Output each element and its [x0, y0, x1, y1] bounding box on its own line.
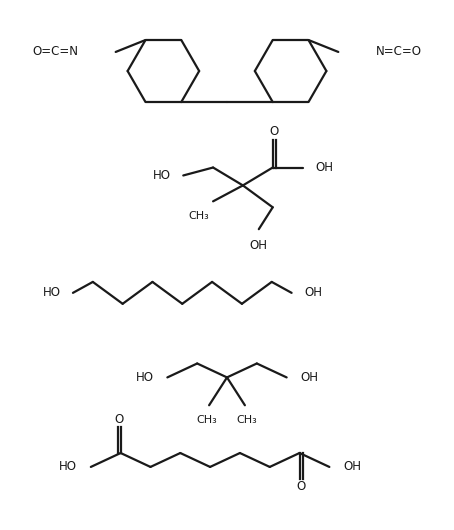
Text: OH: OH — [316, 161, 333, 174]
Text: N=C=O: N=C=O — [376, 46, 422, 58]
Text: O: O — [270, 125, 279, 138]
Text: OH: OH — [250, 239, 268, 252]
Text: CH₃: CH₃ — [197, 415, 217, 425]
Text: O: O — [296, 480, 306, 493]
Text: HO: HO — [43, 286, 61, 299]
Text: HO: HO — [59, 461, 77, 473]
Text: HO: HO — [153, 169, 171, 182]
Text: HO: HO — [135, 371, 153, 384]
Text: OH: OH — [343, 461, 361, 473]
Text: OH: OH — [301, 371, 319, 384]
Text: O: O — [114, 413, 124, 426]
Text: CH₃: CH₃ — [188, 211, 209, 222]
Text: O=C=N: O=C=N — [32, 46, 78, 58]
Text: OH: OH — [305, 286, 322, 299]
Text: CH₃: CH₃ — [237, 415, 257, 425]
